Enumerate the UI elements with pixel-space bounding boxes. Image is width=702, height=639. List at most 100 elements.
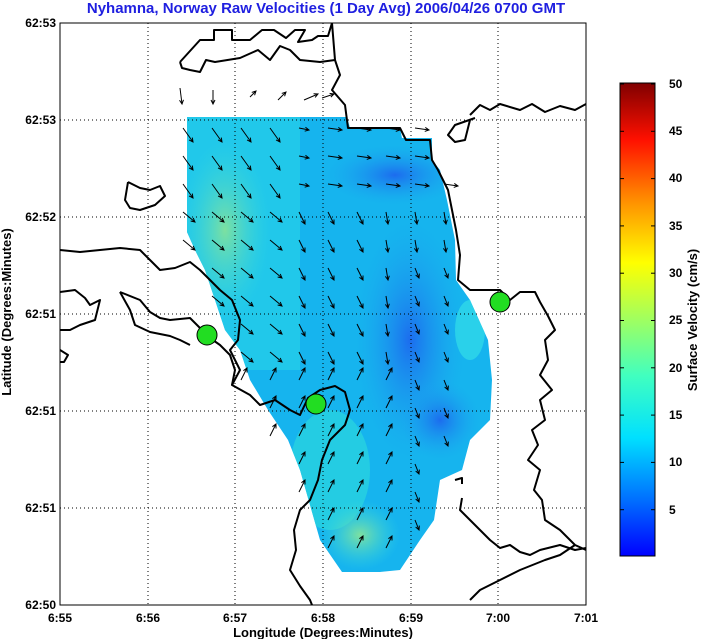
velocity-arrow [385,183,402,188]
velocity-arrow [385,395,393,409]
velocity-arrow [356,155,373,160]
x-tick-label: 6:56 [136,611,160,625]
velocity-arrow [298,239,306,253]
velocity-arrow [356,479,364,493]
velocity-arrow [269,367,277,381]
velocity-arrow [413,239,419,254]
velocity-arrow [327,183,344,188]
velocity-arrow [327,211,335,225]
velocity-arrow [211,155,223,171]
velocity-arrow [298,479,306,493]
velocity-arrow [179,87,184,106]
velocity-arrow [356,323,364,337]
velocity-arrow [414,351,420,364]
velocity-arrow [211,267,225,279]
velocity-arrow [240,127,252,143]
velocity-arrow [182,127,194,143]
velocity-arrow [356,267,364,281]
velocity-arrow [414,295,420,308]
velocity-arrow [327,155,344,160]
colorbar-tick-label: 15 [669,408,683,422]
velocity-arrow [298,451,306,465]
velocity-arrow [385,507,393,521]
velocity-arrow [240,155,252,171]
velocity-arrow [356,183,373,188]
colorbar-tick-label: 45 [669,124,683,138]
velocity-arrow [298,351,306,365]
velocity-arrow [384,295,390,310]
velocity-arrow [269,183,281,199]
velocity-arrow [249,90,257,98]
velocity-arrow [356,211,364,225]
velocity-arrow [384,323,390,338]
station-marker-west[interactable] [196,324,218,346]
velocity-arrow [240,239,254,251]
stations [196,291,511,415]
velocity-arrow [385,367,393,381]
velocity-arrow [414,379,420,392]
velocity-arrow [269,155,281,171]
velocity-arrow [240,211,254,223]
velocity-arrow [211,127,223,143]
velocity-arrow [443,267,449,280]
velocity-arrow [356,239,364,253]
velocity-arrow [414,435,420,448]
velocity-arrow [443,435,449,448]
x-axis: 6:55 6:56 6:57 6:58 6:59 7:00 7:01 Longi… [48,611,598,639]
velocity-arrow [384,351,390,366]
y-tick-label: 62:53 [25,16,56,30]
velocity-arrow [269,267,283,279]
velocity-arrow [327,507,335,521]
velocity-arrow [443,351,449,364]
velocity-arrow [327,367,335,381]
velocity-arrow [356,351,364,365]
velocity-arrow [298,367,306,381]
velocity-arrow [298,182,311,188]
velocity-arrow [384,267,390,282]
velocity-arrow [327,451,335,465]
colorbar-tick-label: 35 [669,219,683,233]
velocity-arrow [385,155,402,160]
velocity-arrow [384,239,390,254]
colorbar-tick-label: 5 [669,503,676,517]
y-tick-label: 62:51 [25,307,56,321]
velocity-arrow [240,267,254,279]
velocity-arrow [269,211,283,223]
velocity-arrow [211,211,225,223]
station-marker-east[interactable] [489,291,511,313]
colorbar-tick-label: 30 [669,266,683,280]
colorbar-tick-label: 50 [669,77,683,91]
velocity-arrow [327,323,335,337]
x-tick-label: 6:57 [223,611,247,625]
velocity-arrow [356,451,364,465]
velocity-arrow [298,323,306,337]
velocity-arrow [269,239,283,251]
velocity-arrow [240,367,248,381]
velocity-arrow [298,154,311,160]
y-tick-label: 62:51 [25,501,56,515]
velocity-arrow [442,211,448,226]
velocity-arrow [269,351,283,363]
velocity-arrow [303,93,320,101]
velocity-arrow [443,295,449,308]
velocity-arrow [240,183,252,199]
velocity-arrow [327,295,335,309]
velocity-arrow [356,127,373,132]
velocity-arrow [385,423,393,437]
velocity-arrow [443,407,449,420]
velocity-arrow [414,267,420,280]
station-marker-center[interactable] [305,393,327,415]
velocity-arrow [385,535,393,549]
velocity-arrow [298,295,306,309]
velocity-arrow [298,126,311,132]
velocity-arrow [414,491,420,504]
velocity-arrow [210,90,216,106]
velocity-arrow [182,211,196,223]
velocity-arrow [269,423,277,437]
colorbar-scale [619,82,656,557]
coastline [60,23,586,605]
velocity-arrow [240,323,254,335]
y-tick-label: 62:52 [25,210,56,224]
velocity-arrow [414,183,431,188]
colorbar-tick-label: 10 [669,455,683,469]
